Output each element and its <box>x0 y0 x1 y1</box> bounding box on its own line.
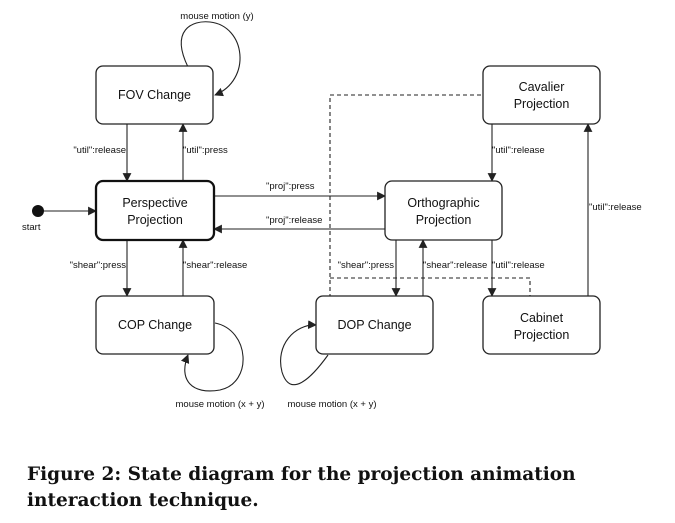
dop-self-loop <box>280 320 329 386</box>
edge-label-shear-press-left: "shear":press <box>70 260 127 271</box>
fov-self-loop <box>180 21 241 97</box>
state-orthographic-label-line1: Orthographic <box>407 196 479 210</box>
state-perspective-projection: Perspective Projection <box>94 179 216 242</box>
edge-label-shear-release-left: "shear":release <box>183 260 247 271</box>
start-label: start <box>22 222 41 233</box>
state-cabinet-projection: Cabinet Projection <box>482 295 601 355</box>
edge-label-fov-loop: mouse motion (y) <box>180 11 253 22</box>
state-cop-label: COP Change <box>118 318 192 332</box>
edge-label-proj-release: "proj":release <box>266 215 322 226</box>
edge-label-cop-loop: mouse motion (x + y) <box>176 399 265 410</box>
figure-caption: Figure 2: State diagram for the projecti… <box>27 464 576 511</box>
state-cabinet-label-line1: Cabinet <box>520 311 564 325</box>
edge-label-util-release-cab-cav: "util":release <box>589 202 642 213</box>
edge-label-util-release-cav-ortho: "util":release <box>492 145 545 156</box>
state-cavalier-label-line2: Projection <box>514 97 570 111</box>
state-orthographic-label-line2: Projection <box>416 213 472 227</box>
dashed-line-bottom <box>330 277 531 297</box>
state-perspective-label-line1: Perspective <box>122 196 187 210</box>
state-perspective-label-line2: Projection <box>127 213 183 227</box>
state-cabinet-label-line2: Projection <box>514 328 570 342</box>
state-orthographic-projection: Orthographic Projection <box>384 180 503 241</box>
state-cavalier-label-line1: Cavalier <box>519 80 565 94</box>
edge-label-proj-press: "proj":press <box>266 181 315 192</box>
start-dot <box>32 205 44 217</box>
edge-label-util-release-ortho-cab: "util":release <box>492 260 545 271</box>
state-fov-label: FOV Change <box>118 88 191 102</box>
edge-label-dop-loop: mouse motion (x + y) <box>288 399 377 410</box>
state-dop-label: DOP Change <box>337 318 411 332</box>
state-cavalier-projection: Cavalier Projection <box>482 65 601 125</box>
dashed-line-top <box>329 94 483 333</box>
state-dop-change: DOP Change <box>315 295 434 355</box>
edge-label-shear-press-right: "shear":press <box>338 260 395 271</box>
edge-label-shear-release-right: "shear":release <box>423 260 487 271</box>
cop-self-loop <box>180 322 244 392</box>
state-fov-change: FOV Change <box>95 65 214 125</box>
state-diagram: start FOV Change Perspective Projection … <box>22 11 642 410</box>
state-cop-change: COP Change <box>95 295 215 355</box>
edge-label-util-press-left: "util":press <box>183 145 228 156</box>
edge-label-util-release-left: "util":release <box>73 145 126 156</box>
